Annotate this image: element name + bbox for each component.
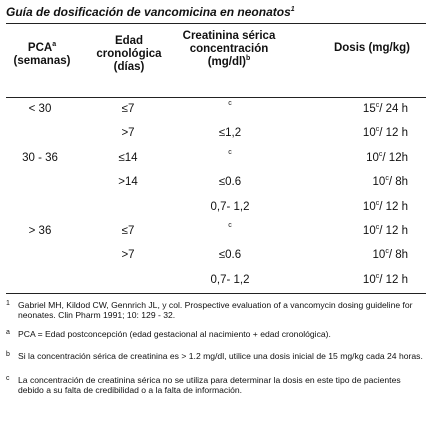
header-text: (semanas) [13,55,71,67]
dose: 10c/ 12 h [330,272,408,286]
footnote-mark: c [6,375,10,382]
dose-note: c [375,272,380,280]
dose-amount: 15 [362,103,376,115]
cell: ≤7 [121,225,135,237]
cell: ≤14 [118,151,138,164]
cell: 30 - 36 [22,151,58,164]
cell: ≤0.6 [218,176,242,189]
footnote-text: Gabriel MH, Kildod CW, Gennrich JL, y co… [18,300,413,321]
header-text: Creatinina sérica concentración (mg/dl) [182,30,276,68]
dose-amount: 10 [362,200,376,213]
dose: 10c/ 12 h [330,199,408,213]
dose-amount: 10 [372,176,386,189]
header-cell: PCAa (semanas) [4,41,80,68]
rule [6,293,426,294]
footnote-mark: 1 [6,300,10,307]
cell: 0,7- 1,2 [210,273,250,286]
footnote-text: La concentración de creatinina sérica no… [18,375,401,396]
cell: 0,7- 1,2 [210,200,250,213]
dose-interval: / 8h [388,176,408,189]
title-block: Guía de dosificación de vancomicina en n… [6,5,295,19]
cell: >7 [121,249,135,262]
header-cell: Creatinina sérica concentración (mg/dl)b [176,30,282,69]
footnote-text: Si la concentración sérica de creatinina… [18,351,423,361]
note-mark: c [228,222,232,229]
header-cell: Dosis (mg/kg) [330,42,414,55]
dose-amount: 10 [372,249,386,262]
dose: 10c/ 12 h [330,126,408,140]
dose-amount: 10 [362,225,376,237]
dose-amount: 10 [366,151,379,164]
title-note: 1 [290,6,295,13]
dose: 10c/ 8h [330,175,408,189]
dose: 15c/ 24 h [330,102,408,115]
footnote-mark: a [6,329,10,336]
header-note: b [246,55,251,63]
cell: ≤7 [121,103,135,115]
footnote-text: PCA = Edad postconcepción (edad gestacio… [18,329,331,339]
cell: < 30 [28,103,52,115]
title: Guía de dosificación de vancomicina en n… [6,5,291,19]
dose-interval: / 12 h [379,273,408,286]
dose-note: c [385,248,389,256]
dose-interval: / 12h [382,151,408,164]
dose: 10c/ 8h [330,248,408,262]
dose-amount: 10 [362,127,376,140]
dose-interval: / 12 h [379,225,408,237]
header-note: a [52,41,57,49]
dose-interval: / 12 h [379,127,408,140]
rule [6,23,426,24]
header-text: PCA [27,42,53,54]
dose-interval: / 12 h [379,200,408,213]
cell: ≤1,2 [218,127,242,140]
dose-interval: / 24 h [379,103,408,115]
dose-amount: 10 [362,273,376,286]
cell: >14 [118,176,138,189]
dose-note: c [375,102,380,110]
cell: > 36 [28,225,52,237]
header-cell: Edad cronológica (días) [88,35,170,74]
footnote-mark: b [6,351,10,358]
header-text: Edad cronológica (días) [96,35,162,73]
dose-note: c [375,126,380,134]
cell: >7 [121,127,135,140]
dose: 10c/ 12 h [330,224,408,237]
dose-note: c [378,150,383,158]
rule [6,97,426,98]
dose-note: c [375,199,380,207]
dose-note: c [385,175,389,183]
note-mark: c [228,148,232,156]
dose: 10c/ 12h [330,150,408,164]
dose-note: c [375,224,380,232]
header-text: Dosis (mg/kg) [333,42,411,54]
dose-interval: / 8h [388,249,408,262]
cell: ≤0.6 [218,249,242,262]
note-mark: c [228,100,232,107]
